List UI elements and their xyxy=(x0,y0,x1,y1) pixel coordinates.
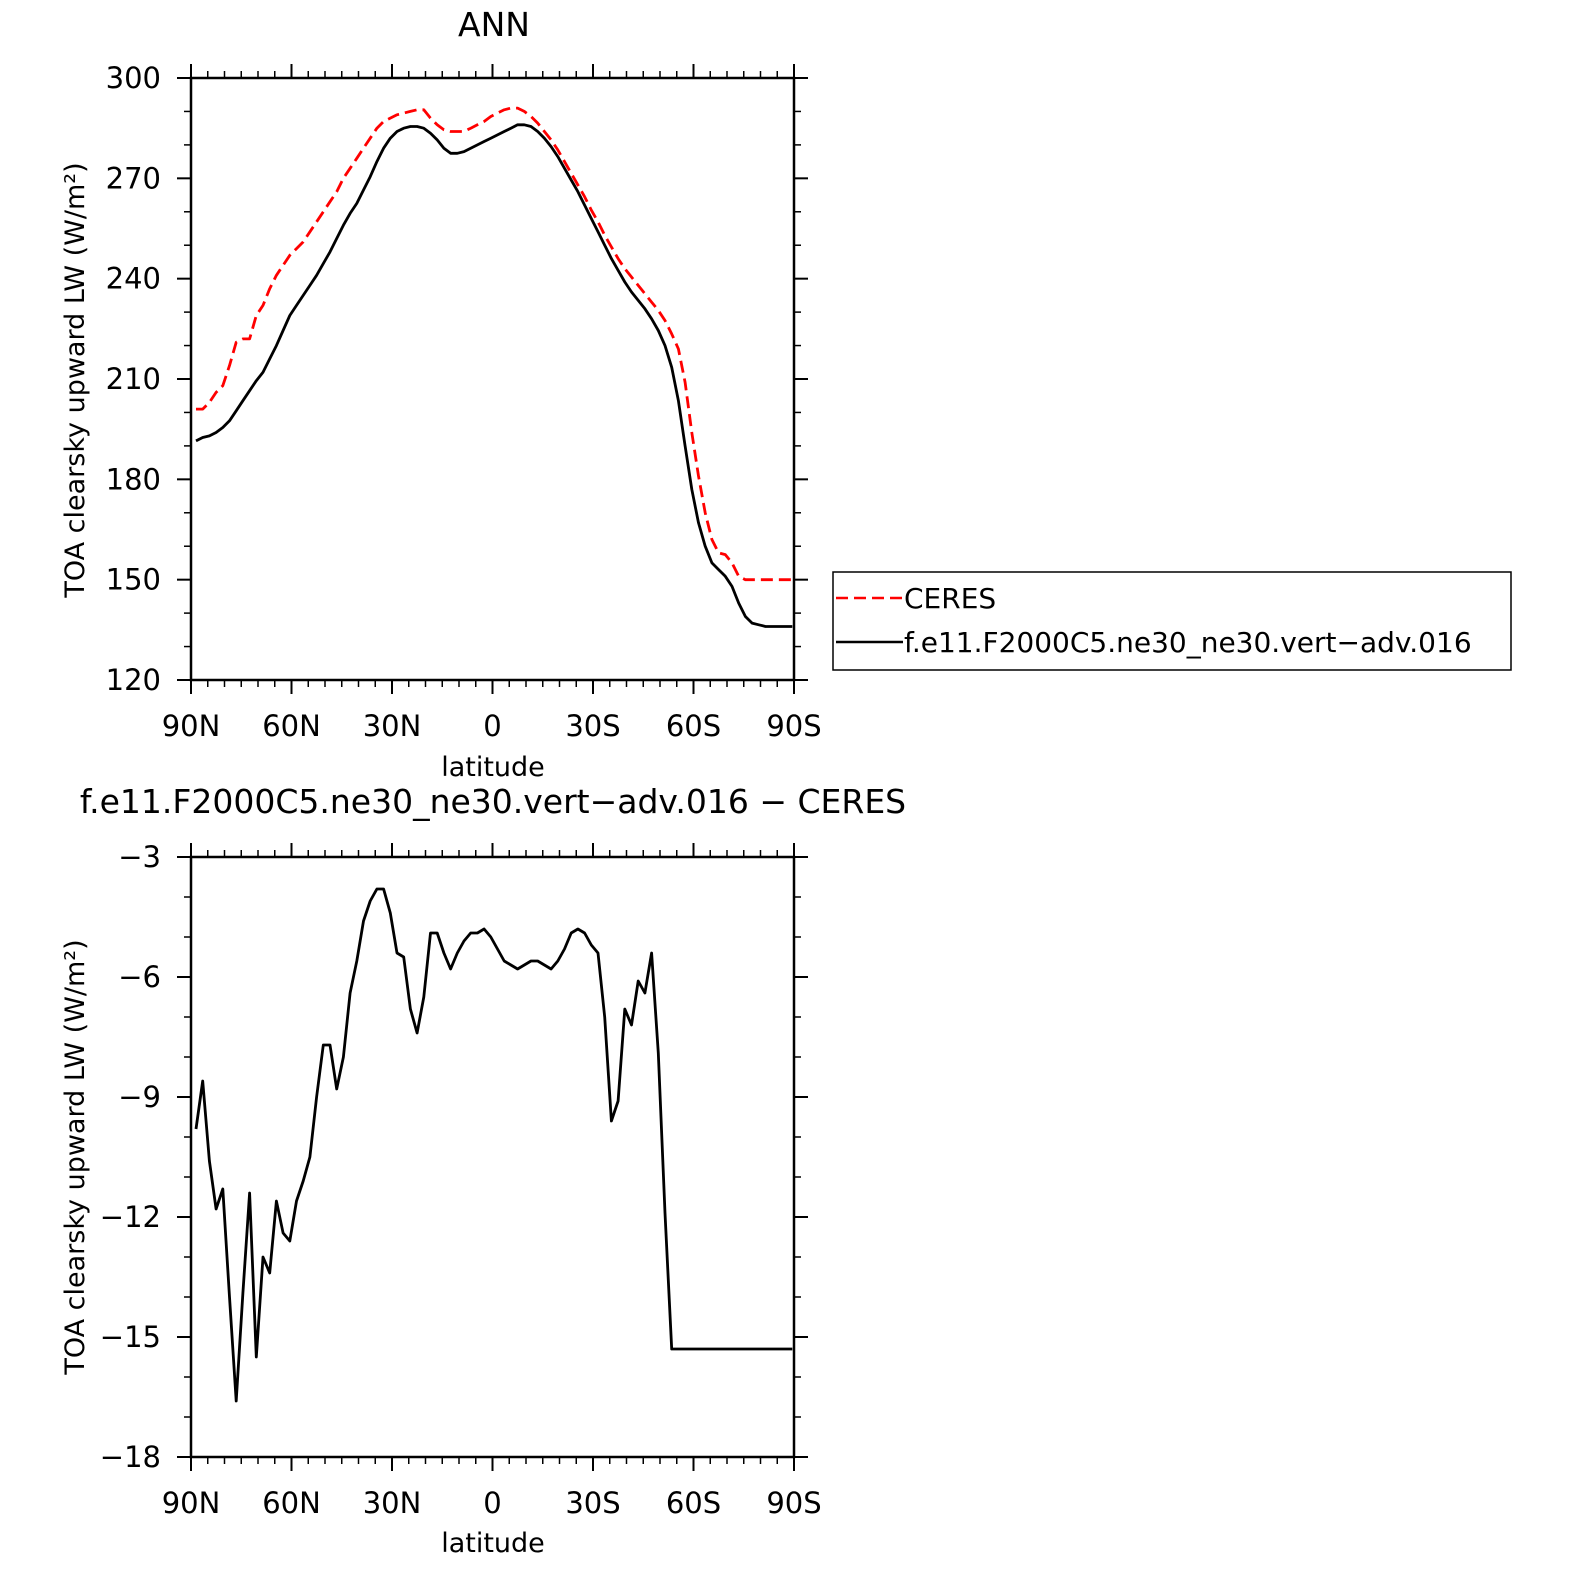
legend: CERES f.e11.F2000C5.ne30_ne30.vert−adv.0… xyxy=(832,571,1512,671)
x-tick-label: 60N xyxy=(262,709,321,743)
x-tick-label: 60S xyxy=(666,1486,721,1520)
bottom-y-axis-label: TOA clearsky upward LW (W/m²) xyxy=(60,939,91,1375)
x-tick-label: 90S xyxy=(766,1486,821,1520)
x-tick-label: 0 xyxy=(483,709,501,743)
top-x-tick-labels: 90N 60N 30N 0 30S 60S 90S xyxy=(162,709,822,743)
top-ticks xyxy=(177,64,808,694)
x-tick-label: 30S xyxy=(565,1486,620,1520)
y-tick-label: −18 xyxy=(100,1440,161,1474)
bottom-panel: f.e11.F2000C5.ne30_ne30.vert−adv.016 − C… xyxy=(60,782,906,1559)
y-tick-label: 270 xyxy=(106,161,161,195)
top-panel: ANN 120 150 180 210 240 270 300 90N 60N 30N 0 30S 6… xyxy=(60,5,1512,783)
legend-label-model: f.e11.F2000C5.ne30_ne30.vert−adv.016 xyxy=(904,626,1472,659)
y-tick-label: 180 xyxy=(106,462,161,496)
series-line-1 xyxy=(195,123,793,628)
y-tick-label: −3 xyxy=(118,840,161,874)
bottom-series-lines xyxy=(194,887,793,1403)
series-line-0 xyxy=(194,887,793,1403)
y-tick-label: 210 xyxy=(106,362,161,396)
y-tick-label: −6 xyxy=(118,960,161,994)
top-y-axis-label: TOA clearsky upward LW (W/m²) xyxy=(60,162,91,598)
x-tick-label: 30N xyxy=(363,709,422,743)
x-tick-label: 30S xyxy=(565,709,620,743)
bottom-x-axis-label: latitude xyxy=(441,1528,545,1559)
bottom-chart-title: f.e11.F2000C5.ne30_ne30.vert−adv.016 − C… xyxy=(80,782,906,821)
x-tick-label: 90S xyxy=(766,709,821,743)
legend-box xyxy=(832,571,1512,671)
top-chart-title: ANN xyxy=(458,5,530,44)
bottom-ticks xyxy=(177,843,808,1471)
top-series-lines xyxy=(195,106,793,628)
top-y-tick-labels: 120 150 180 210 240 270 300 xyxy=(106,61,161,697)
legend-label-ceres: CERES xyxy=(904,582,996,615)
bottom-y-tick-labels: −18 −15 −12 −9 −6 −3 xyxy=(100,840,161,1474)
x-tick-label: 90N xyxy=(162,1486,221,1520)
x-tick-label: 60S xyxy=(666,709,721,743)
top-x-axis-label: latitude xyxy=(441,752,545,783)
y-tick-label: −9 xyxy=(118,1080,161,1114)
bottom-x-tick-labels: 90N 60N 30N 0 30S 60S 90S xyxy=(162,1486,822,1520)
y-tick-label: 300 xyxy=(106,61,161,95)
y-tick-label: −15 xyxy=(100,1320,161,1354)
x-tick-label: 90N xyxy=(162,709,221,743)
x-tick-label: 30N xyxy=(363,1486,422,1520)
bottom-plot-frame xyxy=(189,855,796,1459)
x-tick-label: 0 xyxy=(483,1486,501,1520)
y-tick-label: 120 xyxy=(106,663,161,697)
top-plot-frame xyxy=(189,76,796,682)
x-tick-label: 60N xyxy=(262,1486,321,1520)
y-tick-label: 150 xyxy=(106,563,161,597)
series-line-0 xyxy=(196,106,793,582)
y-tick-label: −12 xyxy=(100,1200,161,1234)
y-tick-label: 240 xyxy=(106,262,161,296)
